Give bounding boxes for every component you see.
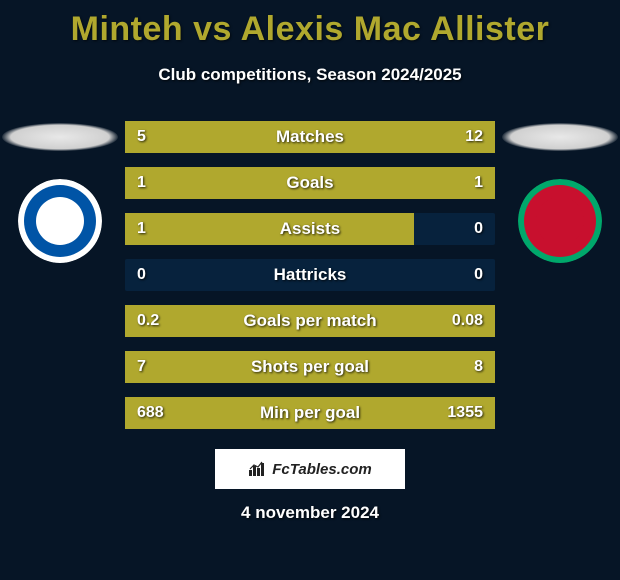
- stat-value-left: 1: [137, 220, 146, 238]
- fctables-logo-text: FcTables.com: [272, 461, 371, 478]
- stat-value-right: 1355: [447, 404, 483, 422]
- stat-bars-container: 512Matches11Goals10Assists00Hattricks0.2…: [125, 121, 495, 429]
- right-player-column: [500, 121, 620, 263]
- stat-value-right: 8: [474, 358, 483, 376]
- right-club-badge: [518, 179, 602, 263]
- stat-row: 512Matches: [125, 121, 495, 153]
- stat-fill-left: [125, 305, 389, 337]
- stat-fill-left: [125, 213, 414, 245]
- comparison-body: 512Matches11Goals10Assists00Hattricks0.2…: [0, 121, 620, 429]
- stat-row: 78Shots per goal: [125, 351, 495, 383]
- stat-label: Hattricks: [125, 265, 495, 285]
- comparison-date: 4 november 2024: [0, 503, 620, 523]
- right-player-silhouette: [502, 123, 618, 151]
- stat-row: 11Goals: [125, 167, 495, 199]
- stat-value-left: 688: [137, 404, 164, 422]
- stat-fill-right: [310, 167, 495, 199]
- stat-value-left: 7: [137, 358, 146, 376]
- stat-row: 0 0Hattricks: [125, 259, 495, 291]
- stat-fill-right: [298, 351, 495, 383]
- stat-row: 6881355Min per goal: [125, 397, 495, 429]
- stat-fill-left: [125, 167, 310, 199]
- fctables-logo: FcTables.com: [215, 449, 405, 489]
- stat-row: 10Assists: [125, 213, 495, 245]
- left-club-badge: [18, 179, 102, 263]
- stat-row: 0.20.08Goals per match: [125, 305, 495, 337]
- left-player-column: [0, 121, 120, 263]
- stat-value-left: 5: [137, 128, 146, 146]
- stat-value-right: 0: [474, 266, 483, 284]
- stat-fill-right: [234, 121, 495, 153]
- comparison-title: Minteh vs Alexis Mac Allister: [0, 0, 620, 49]
- stat-value-right: 0.08: [452, 312, 483, 330]
- stat-value-right: 1: [474, 174, 483, 192]
- stat-value-right: 0: [474, 220, 483, 238]
- left-player-silhouette: [2, 123, 118, 151]
- stat-value-left: 1: [137, 174, 146, 192]
- stat-value-right: 12: [465, 128, 483, 146]
- comparison-subtitle: Club competitions, Season 2024/2025: [0, 65, 620, 85]
- chart-icon: [248, 460, 266, 478]
- stat-fill-left: [125, 351, 298, 383]
- stat-value-left: 0: [137, 266, 146, 284]
- stat-value-left: 0.2: [137, 312, 159, 330]
